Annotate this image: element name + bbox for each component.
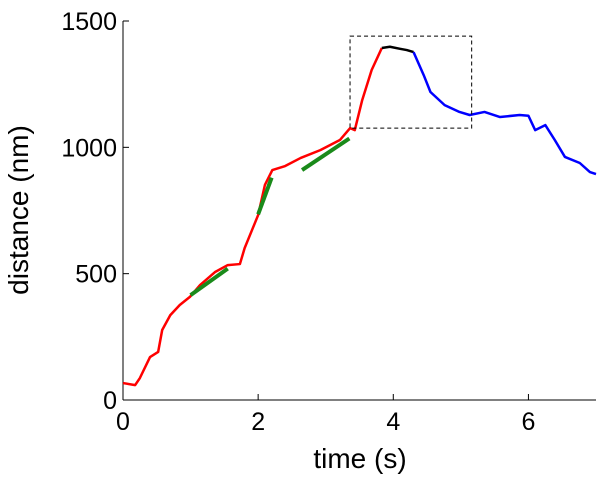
x-tick-label: 6 — [521, 408, 535, 436]
data-line — [381, 45, 414, 54]
y-tick-label: 0 — [103, 387, 117, 415]
x-tick-label: 4 — [386, 408, 400, 436]
y-tick-label: 1000 — [61, 134, 117, 162]
highlight-box — [349, 35, 473, 129]
data-line — [300, 136, 351, 172]
y-tick-label: 500 — [75, 261, 117, 289]
data-line — [412, 51, 597, 176]
data-line — [189, 266, 229, 297]
data-line — [256, 176, 274, 215]
x-tick-label: 2 — [251, 408, 265, 436]
x-tick-label: 0 — [116, 408, 130, 436]
y-axis-label: distance (nm) — [3, 125, 34, 295]
y-tick-label: 1500 — [61, 8, 117, 36]
x-axis-label: time (s) — [313, 443, 406, 474]
data-line — [122, 47, 383, 387]
